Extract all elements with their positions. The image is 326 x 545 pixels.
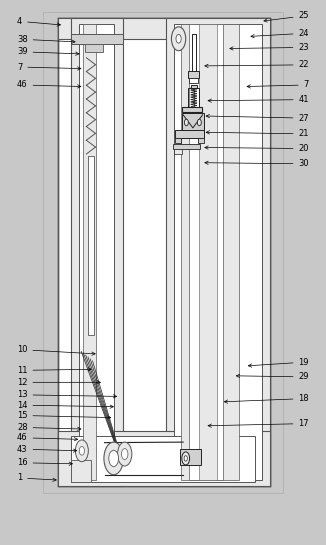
Bar <box>175 130 204 138</box>
Bar <box>180 449 201 465</box>
Text: 39: 39 <box>17 47 79 56</box>
Bar <box>199 23 216 480</box>
Text: 10: 10 <box>17 345 95 355</box>
Bar <box>175 138 181 143</box>
Text: 43: 43 <box>17 445 77 453</box>
Text: 20: 20 <box>205 144 309 153</box>
Text: 4: 4 <box>17 17 60 26</box>
Text: 1: 1 <box>17 474 56 482</box>
Bar <box>188 88 200 107</box>
Text: 17: 17 <box>208 419 309 428</box>
Bar <box>198 138 204 143</box>
Bar <box>43 11 283 493</box>
Bar <box>191 107 197 110</box>
Text: 7: 7 <box>247 81 309 89</box>
Bar <box>173 144 200 149</box>
Text: 30: 30 <box>205 159 309 168</box>
Bar <box>174 149 182 154</box>
Circle shape <box>75 440 88 462</box>
Text: 29: 29 <box>236 372 309 381</box>
Bar <box>188 71 200 78</box>
Text: 25: 25 <box>264 11 309 22</box>
Bar <box>166 18 270 486</box>
Text: 23: 23 <box>230 43 309 52</box>
Text: 24: 24 <box>251 29 309 38</box>
Text: 12: 12 <box>17 378 100 387</box>
Bar <box>182 113 204 130</box>
Text: 21: 21 <box>206 129 309 138</box>
Text: 18: 18 <box>224 394 309 403</box>
Polygon shape <box>57 18 270 39</box>
Bar <box>85 44 103 52</box>
Bar <box>191 86 197 88</box>
Bar <box>57 18 270 486</box>
Text: 16: 16 <box>17 458 72 467</box>
Bar <box>192 34 196 71</box>
Bar <box>189 78 199 83</box>
Circle shape <box>79 446 84 455</box>
Text: 28: 28 <box>17 423 81 432</box>
Bar <box>71 18 123 486</box>
Bar <box>174 23 262 480</box>
Bar <box>88 156 94 335</box>
Bar <box>71 459 91 482</box>
Text: 7: 7 <box>17 63 81 71</box>
Bar <box>57 431 270 486</box>
Text: 46: 46 <box>17 433 78 442</box>
Bar <box>71 34 123 44</box>
Text: 14: 14 <box>17 401 113 410</box>
Text: 19: 19 <box>248 358 309 367</box>
Bar <box>189 23 223 480</box>
Circle shape <box>118 442 132 466</box>
Bar <box>83 23 96 480</box>
Text: 15: 15 <box>17 411 111 420</box>
Text: 38: 38 <box>17 35 75 44</box>
Circle shape <box>176 34 181 43</box>
Circle shape <box>198 119 201 126</box>
Circle shape <box>104 442 124 475</box>
Bar <box>71 435 255 482</box>
Circle shape <box>185 119 188 126</box>
Circle shape <box>184 456 187 461</box>
Text: 13: 13 <box>17 390 117 399</box>
Text: 11: 11 <box>17 366 91 375</box>
Text: 22: 22 <box>205 60 309 69</box>
Bar <box>181 23 239 480</box>
Circle shape <box>109 450 119 467</box>
Circle shape <box>122 449 128 459</box>
Text: 41: 41 <box>208 95 309 104</box>
Circle shape <box>182 452 190 465</box>
Bar <box>79 23 114 480</box>
Text: 46: 46 <box>17 81 81 89</box>
Bar <box>183 107 202 112</box>
Text: 27: 27 <box>206 113 309 123</box>
Circle shape <box>171 27 186 51</box>
